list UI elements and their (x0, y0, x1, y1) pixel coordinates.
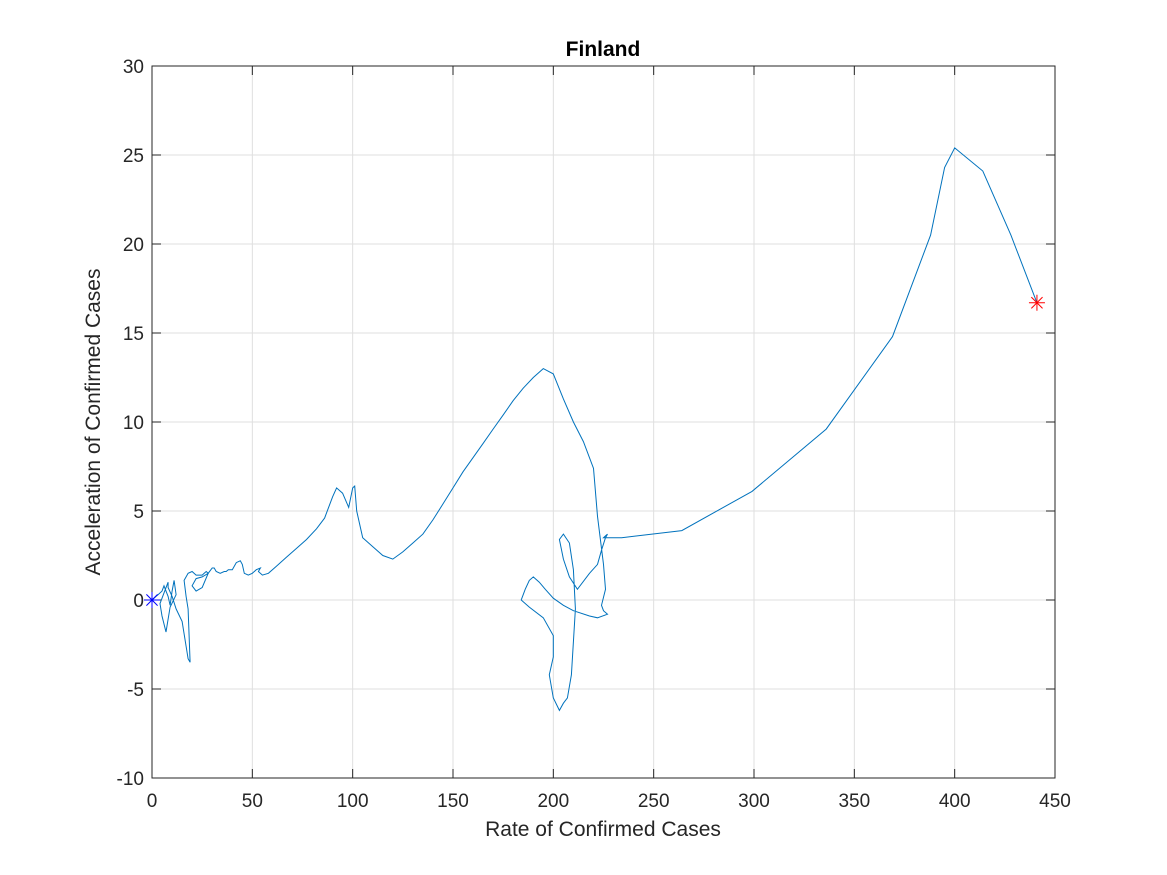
x-tick-label: 200 (537, 791, 569, 812)
start-marker-stroke (146, 594, 158, 606)
x-tick-label: 50 (242, 791, 263, 812)
y-tick-label: 0 (133, 591, 144, 612)
y-axis-label: Acceleration of Confirmed Cases (82, 269, 105, 576)
axes (151, 65, 1056, 779)
end-marker (1028, 294, 1045, 311)
x-tick-label: 350 (838, 791, 870, 812)
x-tick-label: 400 (939, 791, 971, 812)
y-tick-label: 25 (123, 146, 144, 167)
x-tick-label: 100 (337, 791, 369, 812)
end-marker-stroke (1030, 296, 1043, 309)
x-axis-label: Rate of Confirmed Cases (485, 818, 721, 841)
x-tick-label: 300 (738, 791, 770, 812)
series-line (151, 147, 1038, 712)
y-tick-label: 30 (123, 57, 144, 78)
x-tick-label: 0 (147, 791, 158, 812)
x-tick-label: 150 (437, 791, 469, 812)
y-tick-label: -5 (127, 680, 144, 701)
y-tick-label: 5 (133, 502, 144, 523)
markers (144, 294, 1045, 608)
tick-labels: 0 50 100 150 200 250 300 350 400 450 -10 -5 0 5 10 15 20… (117, 57, 1071, 812)
x-tick-label: 450 (1039, 791, 1071, 812)
y-tick-label: 15 (123, 324, 144, 345)
start-marker (144, 592, 160, 608)
x-tick-label: 250 (638, 791, 670, 812)
chart-title: Finland (566, 38, 641, 61)
y-tick-label: 10 (123, 413, 144, 434)
y-tick-label: 20 (123, 235, 144, 256)
y-tick-label: -10 (117, 769, 144, 790)
